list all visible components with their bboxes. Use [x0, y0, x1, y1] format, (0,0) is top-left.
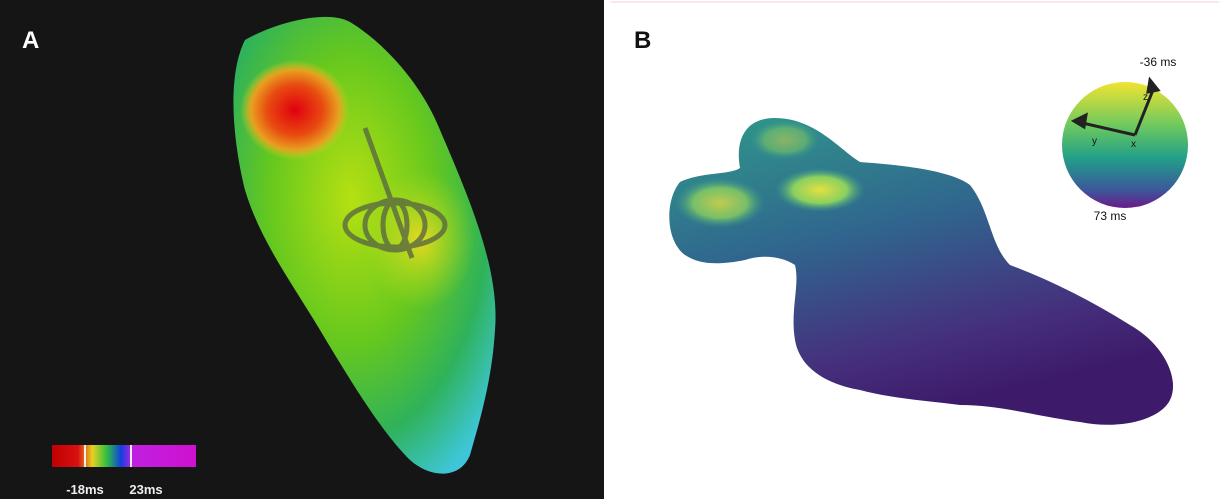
early-region [775, 168, 865, 212]
colorbar-min-label: -18ms [66, 482, 104, 497]
sphere-bottom-label: 73 ms [1094, 209, 1127, 223]
early-region [675, 178, 765, 228]
sphere-top-label: -36 ms [1140, 55, 1177, 69]
colorbar [52, 445, 196, 467]
axis-label: z [1143, 92, 1148, 103]
axis-label: y [1092, 136, 1097, 147]
axis-label: x [1131, 139, 1136, 150]
figure: A -18ms 23ms B -36 ms 73 ms z y x [0, 0, 1219, 499]
early-activation-region [240, 60, 350, 160]
orientation-sphere [1062, 82, 1188, 208]
colorbar-max-label: 23ms [129, 482, 162, 497]
early-region [750, 120, 820, 160]
panel-label: B [634, 27, 651, 54]
panel-label: A [22, 27, 39, 54]
